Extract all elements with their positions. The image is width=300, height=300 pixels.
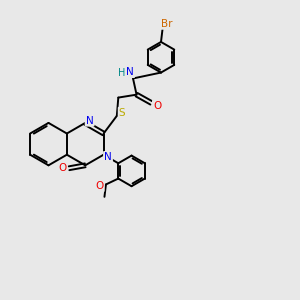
Text: O: O [58, 163, 67, 173]
Text: O: O [153, 101, 161, 111]
Text: N: N [104, 152, 112, 162]
Text: O: O [95, 181, 104, 191]
Text: N: N [126, 67, 134, 77]
Text: N: N [86, 116, 94, 126]
Text: H: H [118, 68, 125, 78]
Text: Br: Br [161, 19, 172, 29]
Text: S: S [119, 108, 125, 118]
